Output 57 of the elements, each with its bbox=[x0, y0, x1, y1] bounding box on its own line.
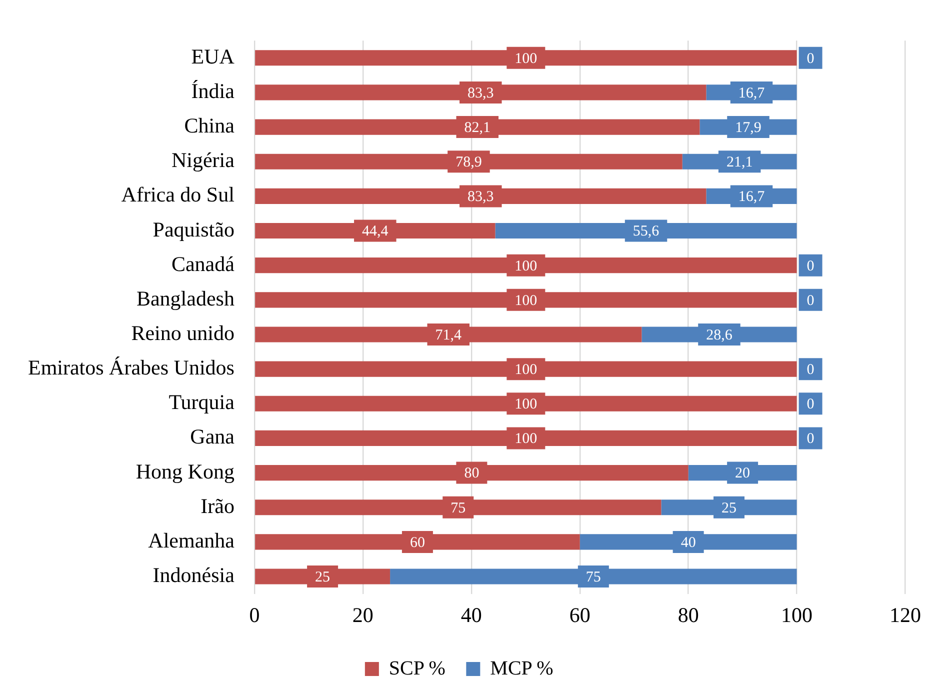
data-label: 100 bbox=[514, 292, 538, 309]
data-label: 100 bbox=[514, 50, 538, 67]
data-label: 0 bbox=[806, 431, 814, 448]
y-tick-label: Canadá bbox=[171, 252, 236, 276]
data-label: 28,6 bbox=[706, 327, 733, 344]
data-label: 71,4 bbox=[435, 327, 462, 344]
data-label: 75 bbox=[586, 569, 601, 586]
y-tick-label: Africa do Sul bbox=[121, 182, 235, 207]
data-label: 78,9 bbox=[456, 154, 482, 171]
data-label: 0 bbox=[806, 362, 814, 378]
y-tick-label: Índia bbox=[191, 78, 236, 103]
data-label: 0 bbox=[806, 292, 814, 309]
data-label: 82,1 bbox=[464, 120, 491, 136]
y-tick-label: Hong Kong bbox=[136, 459, 235, 484]
data-label: 83,3 bbox=[468, 85, 494, 102]
y-tick-label: Reino unido bbox=[131, 321, 234, 346]
y-tick-label: Irão bbox=[200, 494, 234, 518]
data-label: 0 bbox=[806, 396, 814, 413]
y-tick-label: Alemanha bbox=[148, 528, 236, 552]
x-tick-label: 100 bbox=[781, 602, 813, 627]
legend-label: MCP % bbox=[490, 657, 554, 680]
x-tick-label: 80 bbox=[678, 602, 699, 627]
data-label: 21,1 bbox=[726, 154, 753, 171]
data-label: 60 bbox=[410, 534, 425, 551]
y-tick-label: Turquia bbox=[168, 390, 236, 414]
data-label: 75 bbox=[450, 500, 466, 516]
data-label: 25 bbox=[721, 500, 736, 516]
y-tick-label: China bbox=[184, 114, 236, 138]
data-label: 17,9 bbox=[735, 120, 762, 136]
data-label: 40 bbox=[680, 534, 696, 551]
y-tick-label: Emiratos Árabes Unidos bbox=[28, 356, 234, 380]
data-label: 100 bbox=[514, 396, 538, 413]
x-tick-label: 120 bbox=[890, 602, 921, 627]
y-tick-label: Paquistão bbox=[152, 217, 234, 242]
data-label: 55,6 bbox=[632, 224, 660, 240]
x-tick-label: 0 bbox=[249, 602, 260, 627]
y-tick-label: Bangladesh bbox=[136, 286, 235, 310]
data-label: 0 bbox=[806, 50, 814, 67]
data-label: 44,4 bbox=[362, 224, 389, 240]
x-tick-label: 40 bbox=[460, 602, 482, 627]
legend-label: SCP % bbox=[388, 657, 446, 680]
data-label: 16,7 bbox=[738, 85, 766, 102]
x-tick-label: 20 bbox=[352, 602, 374, 627]
data-label: 100 bbox=[514, 431, 538, 448]
y-tick-label: Indonésia bbox=[152, 563, 236, 588]
data-label: 0 bbox=[806, 258, 814, 274]
y-tick-label: Gana bbox=[190, 424, 236, 449]
data-label: 80 bbox=[464, 466, 480, 482]
data-label: 100 bbox=[514, 362, 538, 378]
data-label: 20 bbox=[735, 466, 750, 482]
y-tick-label: EUA bbox=[191, 44, 236, 68]
data-label: 16,7 bbox=[738, 189, 766, 206]
x-tick-label: 60 bbox=[569, 602, 590, 627]
data-label: 83,3 bbox=[468, 189, 494, 206]
data-label: 25 bbox=[315, 569, 330, 586]
data-label: 100 bbox=[514, 258, 538, 274]
y-tick-label: Nigéria bbox=[171, 148, 236, 172]
